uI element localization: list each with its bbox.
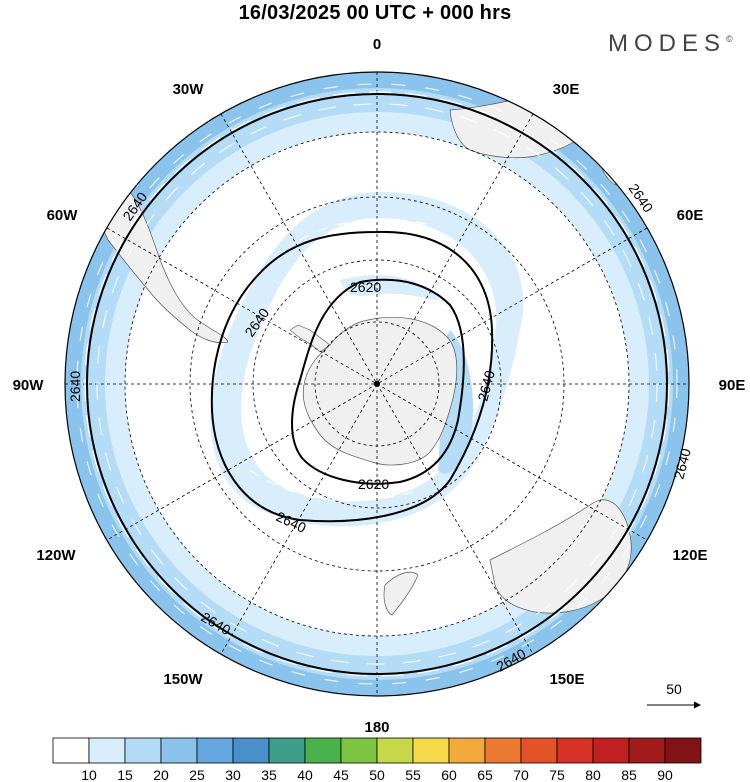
south-america-landmass — [89, 179, 229, 344]
colorbar-swatch — [268, 737, 306, 764]
brand-text: MODES — [608, 30, 727, 57]
lon-label-120e: 120E — [672, 547, 707, 564]
colorbar-label: 90 — [657, 767, 673, 782]
colorbar-label: 60 — [441, 767, 457, 782]
colorbar-label: 10 — [81, 767, 97, 782]
colorbar-label: 20 — [153, 767, 169, 782]
contour-2620 — [291, 278, 465, 485]
lon-label-60e: 60E — [677, 207, 704, 224]
longitude-labels: 0 30E 60E 90E 120E 150E 180 150W 120W 90… — [13, 36, 746, 736]
colorbar-label: 45 — [333, 767, 349, 782]
lon-label-30e: 30E — [553, 81, 580, 98]
antarctica-landmass — [302, 316, 458, 466]
lon-label-180: 180 — [364, 719, 389, 736]
colorbar-swatch — [448, 737, 486, 764]
wind-streamlines — [76, 83, 678, 685]
colorbar-swatch — [412, 737, 450, 764]
contour-label: 2640 — [67, 371, 83, 402]
lon-label-90e: 90E — [719, 377, 746, 394]
colorbar-swatch — [52, 737, 90, 764]
colorbar-label: 75 — [549, 767, 565, 782]
colorbar: 10 15 20 25 30 35 40 45 50 55 60 65 70 75 80 85 90 — [52, 737, 702, 782]
colorbar-label: 25 — [189, 767, 205, 782]
colorbar-label: 80 — [585, 767, 601, 782]
colorbar-label: 30 — [225, 767, 241, 782]
outer-contour-2640 — [86, 93, 668, 675]
map-boundary — [64, 71, 690, 697]
map-title: 16/03/2025 00 UTC + 000 hrs — [238, 2, 512, 24]
colorbar-swatch — [124, 737, 162, 764]
copyright-mark: © — [726, 34, 733, 44]
colorbar-label: 40 — [297, 767, 313, 782]
colorbar-label: 35 — [261, 767, 277, 782]
height-contours — [86, 93, 668, 675]
colorbar-label: 65 — [477, 767, 493, 782]
modes-logo: MODES© — [608, 30, 733, 58]
colorbar-swatch — [628, 737, 666, 764]
lon-label-120w: 120W — [36, 547, 76, 564]
colorbar-swatch — [664, 737, 702, 764]
colorbar-label: 50 — [369, 767, 385, 782]
colorbar-label: 55 — [405, 767, 421, 782]
colorbar-swatch — [88, 737, 126, 764]
colorbar-swatch — [556, 737, 594, 764]
colorbar-swatch — [376, 737, 414, 764]
colorbar-swatch — [304, 737, 342, 764]
land-masses — [89, 94, 632, 616]
australia-landmass — [489, 499, 632, 614]
lon-label-60w: 60W — [47, 207, 79, 224]
inner-contour-2640 — [210, 230, 494, 523]
colorbar-swatch — [196, 737, 234, 764]
lon-label-150w: 150W — [163, 671, 203, 688]
lon-label-0: 0 — [373, 36, 381, 53]
colorbar-label: 15 — [117, 767, 133, 782]
lon-label-90w: 90W — [13, 377, 45, 394]
contour-label: 2640 — [474, 368, 498, 402]
contour-label: 2620 — [350, 279, 381, 295]
lon-label-30w: 30W — [173, 81, 205, 98]
contour-label: 2620 — [358, 476, 389, 492]
lon-label-150e: 150E — [549, 671, 584, 688]
colorbar-swatch — [232, 737, 270, 764]
colorbar-label: 70 — [513, 767, 529, 782]
colorbar-swatch — [160, 737, 198, 764]
colorbar-swatch — [592, 737, 630, 764]
colorbar-swatch — [520, 737, 558, 764]
new-zealand-landmass — [383, 571, 419, 616]
colorbar-swatch — [340, 737, 378, 764]
wind-reference-value: 50 — [666, 681, 682, 697]
colorbar-swatch — [484, 737, 522, 764]
colorbar-label: 85 — [621, 767, 637, 782]
south-pole-marker — [374, 381, 380, 387]
wind-reference-legend: 50 — [647, 681, 701, 709]
